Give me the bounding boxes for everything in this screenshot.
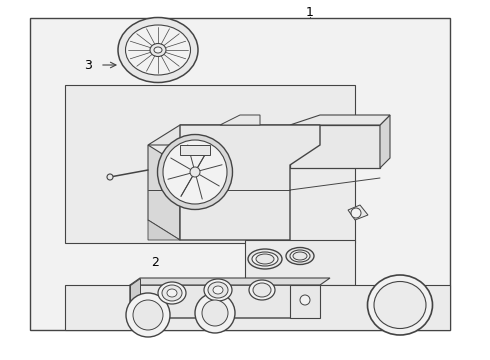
Text: 1: 1 bbox=[306, 5, 314, 18]
Polygon shape bbox=[148, 220, 180, 240]
Circle shape bbox=[300, 295, 310, 305]
Bar bbox=[65, 85, 355, 243]
Ellipse shape bbox=[213, 286, 223, 294]
Polygon shape bbox=[130, 278, 330, 285]
Ellipse shape bbox=[157, 135, 232, 210]
Ellipse shape bbox=[249, 280, 275, 300]
Polygon shape bbox=[220, 115, 260, 125]
Ellipse shape bbox=[118, 18, 198, 82]
Polygon shape bbox=[380, 115, 390, 168]
Ellipse shape bbox=[368, 275, 433, 335]
Text: 2: 2 bbox=[151, 256, 159, 269]
Ellipse shape bbox=[125, 25, 191, 75]
Polygon shape bbox=[290, 125, 380, 168]
Ellipse shape bbox=[374, 282, 426, 328]
Polygon shape bbox=[180, 125, 320, 240]
Ellipse shape bbox=[252, 252, 278, 266]
Circle shape bbox=[133, 300, 163, 330]
Ellipse shape bbox=[190, 167, 200, 177]
Ellipse shape bbox=[167, 289, 177, 297]
Polygon shape bbox=[130, 285, 320, 318]
Ellipse shape bbox=[256, 254, 274, 264]
Ellipse shape bbox=[293, 252, 307, 260]
Polygon shape bbox=[148, 145, 180, 240]
Ellipse shape bbox=[208, 282, 228, 298]
Ellipse shape bbox=[158, 282, 186, 304]
Ellipse shape bbox=[253, 283, 271, 297]
Bar bbox=[245, 240, 355, 285]
Polygon shape bbox=[290, 285, 320, 318]
Circle shape bbox=[202, 300, 228, 326]
Circle shape bbox=[195, 293, 235, 333]
Text: 3: 3 bbox=[84, 59, 92, 72]
Circle shape bbox=[351, 208, 361, 218]
Ellipse shape bbox=[248, 249, 282, 269]
Polygon shape bbox=[348, 205, 368, 220]
Bar bbox=[65, 285, 450, 330]
Polygon shape bbox=[148, 125, 320, 145]
Ellipse shape bbox=[150, 44, 166, 57]
Bar bbox=[30, 18, 450, 330]
Ellipse shape bbox=[163, 140, 227, 204]
Circle shape bbox=[126, 293, 170, 337]
Polygon shape bbox=[130, 278, 140, 318]
Ellipse shape bbox=[286, 248, 314, 265]
Ellipse shape bbox=[290, 250, 310, 262]
Ellipse shape bbox=[204, 279, 232, 301]
Circle shape bbox=[107, 174, 113, 180]
Polygon shape bbox=[180, 145, 210, 155]
Ellipse shape bbox=[162, 285, 182, 301]
Ellipse shape bbox=[154, 47, 162, 53]
Polygon shape bbox=[290, 115, 390, 125]
